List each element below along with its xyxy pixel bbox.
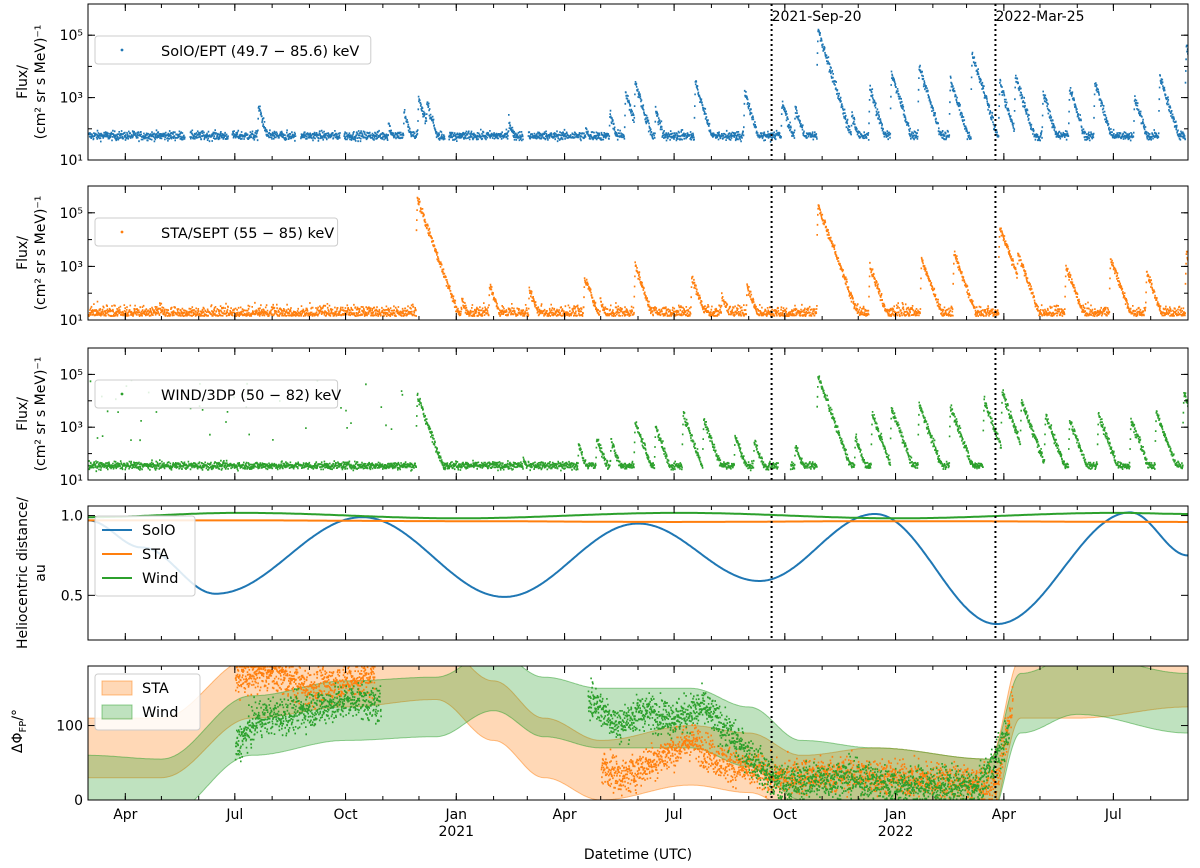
legend-box bbox=[94, 379, 339, 409]
legend-box bbox=[94, 35, 372, 65]
panel-wind: 10¹ 10³ 10⁵ Flux/(cm² sr s MeV)⁻¹ WIND/3DP (… bbox=[15, 347, 1189, 489]
y-axis-label-line1: Heliocentric distance/ bbox=[15, 497, 31, 649]
legend-box bbox=[94, 515, 196, 597]
panel-dist: 0.5 1.0 Heliocentric distance/au SolO STA Win… bbox=[15, 497, 1189, 649]
y-tick-label: 1.0 bbox=[61, 509, 83, 525]
y-axis-label-line2: (cm² sr s MeV)⁻¹ bbox=[33, 357, 49, 472]
legend-box bbox=[94, 217, 339, 247]
x-tick-label: Apr bbox=[992, 807, 1016, 823]
x-tick-label: Apr bbox=[552, 807, 576, 823]
legend-marker bbox=[120, 392, 124, 396]
legend-label: STA bbox=[142, 681, 169, 697]
legend-label: Wind bbox=[142, 705, 178, 721]
marker-label: 2021-Sep-20 bbox=[772, 9, 862, 25]
x-tick-label: Jan bbox=[444, 807, 467, 823]
legend-label: SolO/EPT (49.7 − 85.6) keV bbox=[161, 44, 359, 60]
line-sta bbox=[88, 519, 1188, 523]
x-axis-label: Datetime (UTC) bbox=[584, 847, 692, 863]
y-tick-label: 0 bbox=[74, 793, 83, 809]
legend-swatch-sta bbox=[101, 680, 133, 696]
panel-dphi: 0 100 ΔΦFP/° STA Wind bbox=[10, 665, 1189, 809]
y-tick-label: 10³ bbox=[60, 91, 83, 107]
line-wind bbox=[88, 511, 1188, 520]
points-wind bbox=[234, 677, 1011, 800]
plot-area bbox=[88, 666, 1188, 800]
x-tick-label: Jul bbox=[1104, 807, 1122, 823]
x-tick-year: 2021 bbox=[438, 824, 474, 840]
y-axis-label-line2: (cm² sr s MeV)⁻¹ bbox=[33, 25, 49, 140]
y-tick-label: 10⁵ bbox=[60, 206, 83, 222]
y-tick-label: 10⁵ bbox=[60, 367, 83, 383]
y-tick-label: 0.5 bbox=[61, 588, 83, 604]
y-axis-label-line1: Flux/ bbox=[15, 397, 31, 431]
legend-label: WIND/3DP (50 − 82) keV bbox=[161, 388, 341, 404]
x-tick-label: Apr bbox=[113, 807, 137, 823]
x-tick-year: 2022 bbox=[878, 824, 914, 840]
x-tick-label: Oct bbox=[773, 807, 798, 823]
y-axis-label: ΔΦFP/° bbox=[10, 709, 29, 753]
y-tick-label: 10³ bbox=[60, 420, 83, 436]
y-label-sub: FP bbox=[18, 721, 29, 733]
panel-frame bbox=[87, 185, 1189, 321]
plot-area bbox=[88, 28, 1188, 143]
panel-frame bbox=[87, 347, 1189, 481]
legend-box bbox=[94, 673, 201, 731]
y-tick-label: 10¹ bbox=[60, 153, 83, 169]
panel-frame bbox=[87, 505, 1189, 641]
legend-label: SolO bbox=[142, 523, 176, 539]
y-axis-label-line2: au bbox=[33, 564, 49, 581]
x-tick-label: Oct bbox=[333, 807, 358, 823]
y-tick-label: 10³ bbox=[60, 259, 83, 275]
y-axis-label-line1: Flux/ bbox=[15, 236, 31, 270]
y-axis-label-line1: Flux/ bbox=[15, 65, 31, 99]
legend-marker bbox=[120, 230, 124, 234]
panel-sta: 10¹ 10³ 10⁵ Flux/(cm² sr s MeV)⁻¹ STA/SEPT (… bbox=[15, 185, 1189, 329]
series-sta-points bbox=[88, 196, 1188, 317]
plot-area bbox=[88, 511, 1188, 625]
legend-label: Wind bbox=[142, 571, 178, 587]
legend-swatch-wind bbox=[101, 704, 133, 720]
x-tick-label: Jan bbox=[884, 807, 907, 823]
line-solo bbox=[88, 511, 1188, 625]
y-axis-label-line2: (cm² sr s MeV)⁻¹ bbox=[33, 196, 49, 311]
y-label-main: ΔΦ bbox=[10, 732, 26, 753]
y-tick-label: 10¹ bbox=[60, 313, 83, 329]
series-wind-points bbox=[88, 375, 1188, 473]
legend-label: STA/SEPT (55 − 85) keV bbox=[161, 226, 334, 242]
y-tick-label: 10¹ bbox=[60, 473, 83, 489]
y-tick-label: 10⁵ bbox=[60, 28, 83, 44]
x-tick-label: Jul bbox=[225, 807, 243, 823]
x-tick-label: Jul bbox=[665, 807, 683, 823]
marker-label: 2022-Mar-25 bbox=[995, 9, 1084, 25]
legend-marker bbox=[120, 48, 124, 52]
legend-label: STA bbox=[142, 547, 169, 563]
y-tick-label: 100 bbox=[56, 719, 83, 735]
plot-area bbox=[88, 196, 1188, 317]
y-label-tail: /° bbox=[10, 709, 26, 721]
panel-solo: 10¹ 10³ 10⁵ Flux/(cm² sr s MeV)⁻¹ SolO/EPT (… bbox=[15, 3, 1189, 169]
series-solo-points bbox=[88, 28, 1188, 143]
